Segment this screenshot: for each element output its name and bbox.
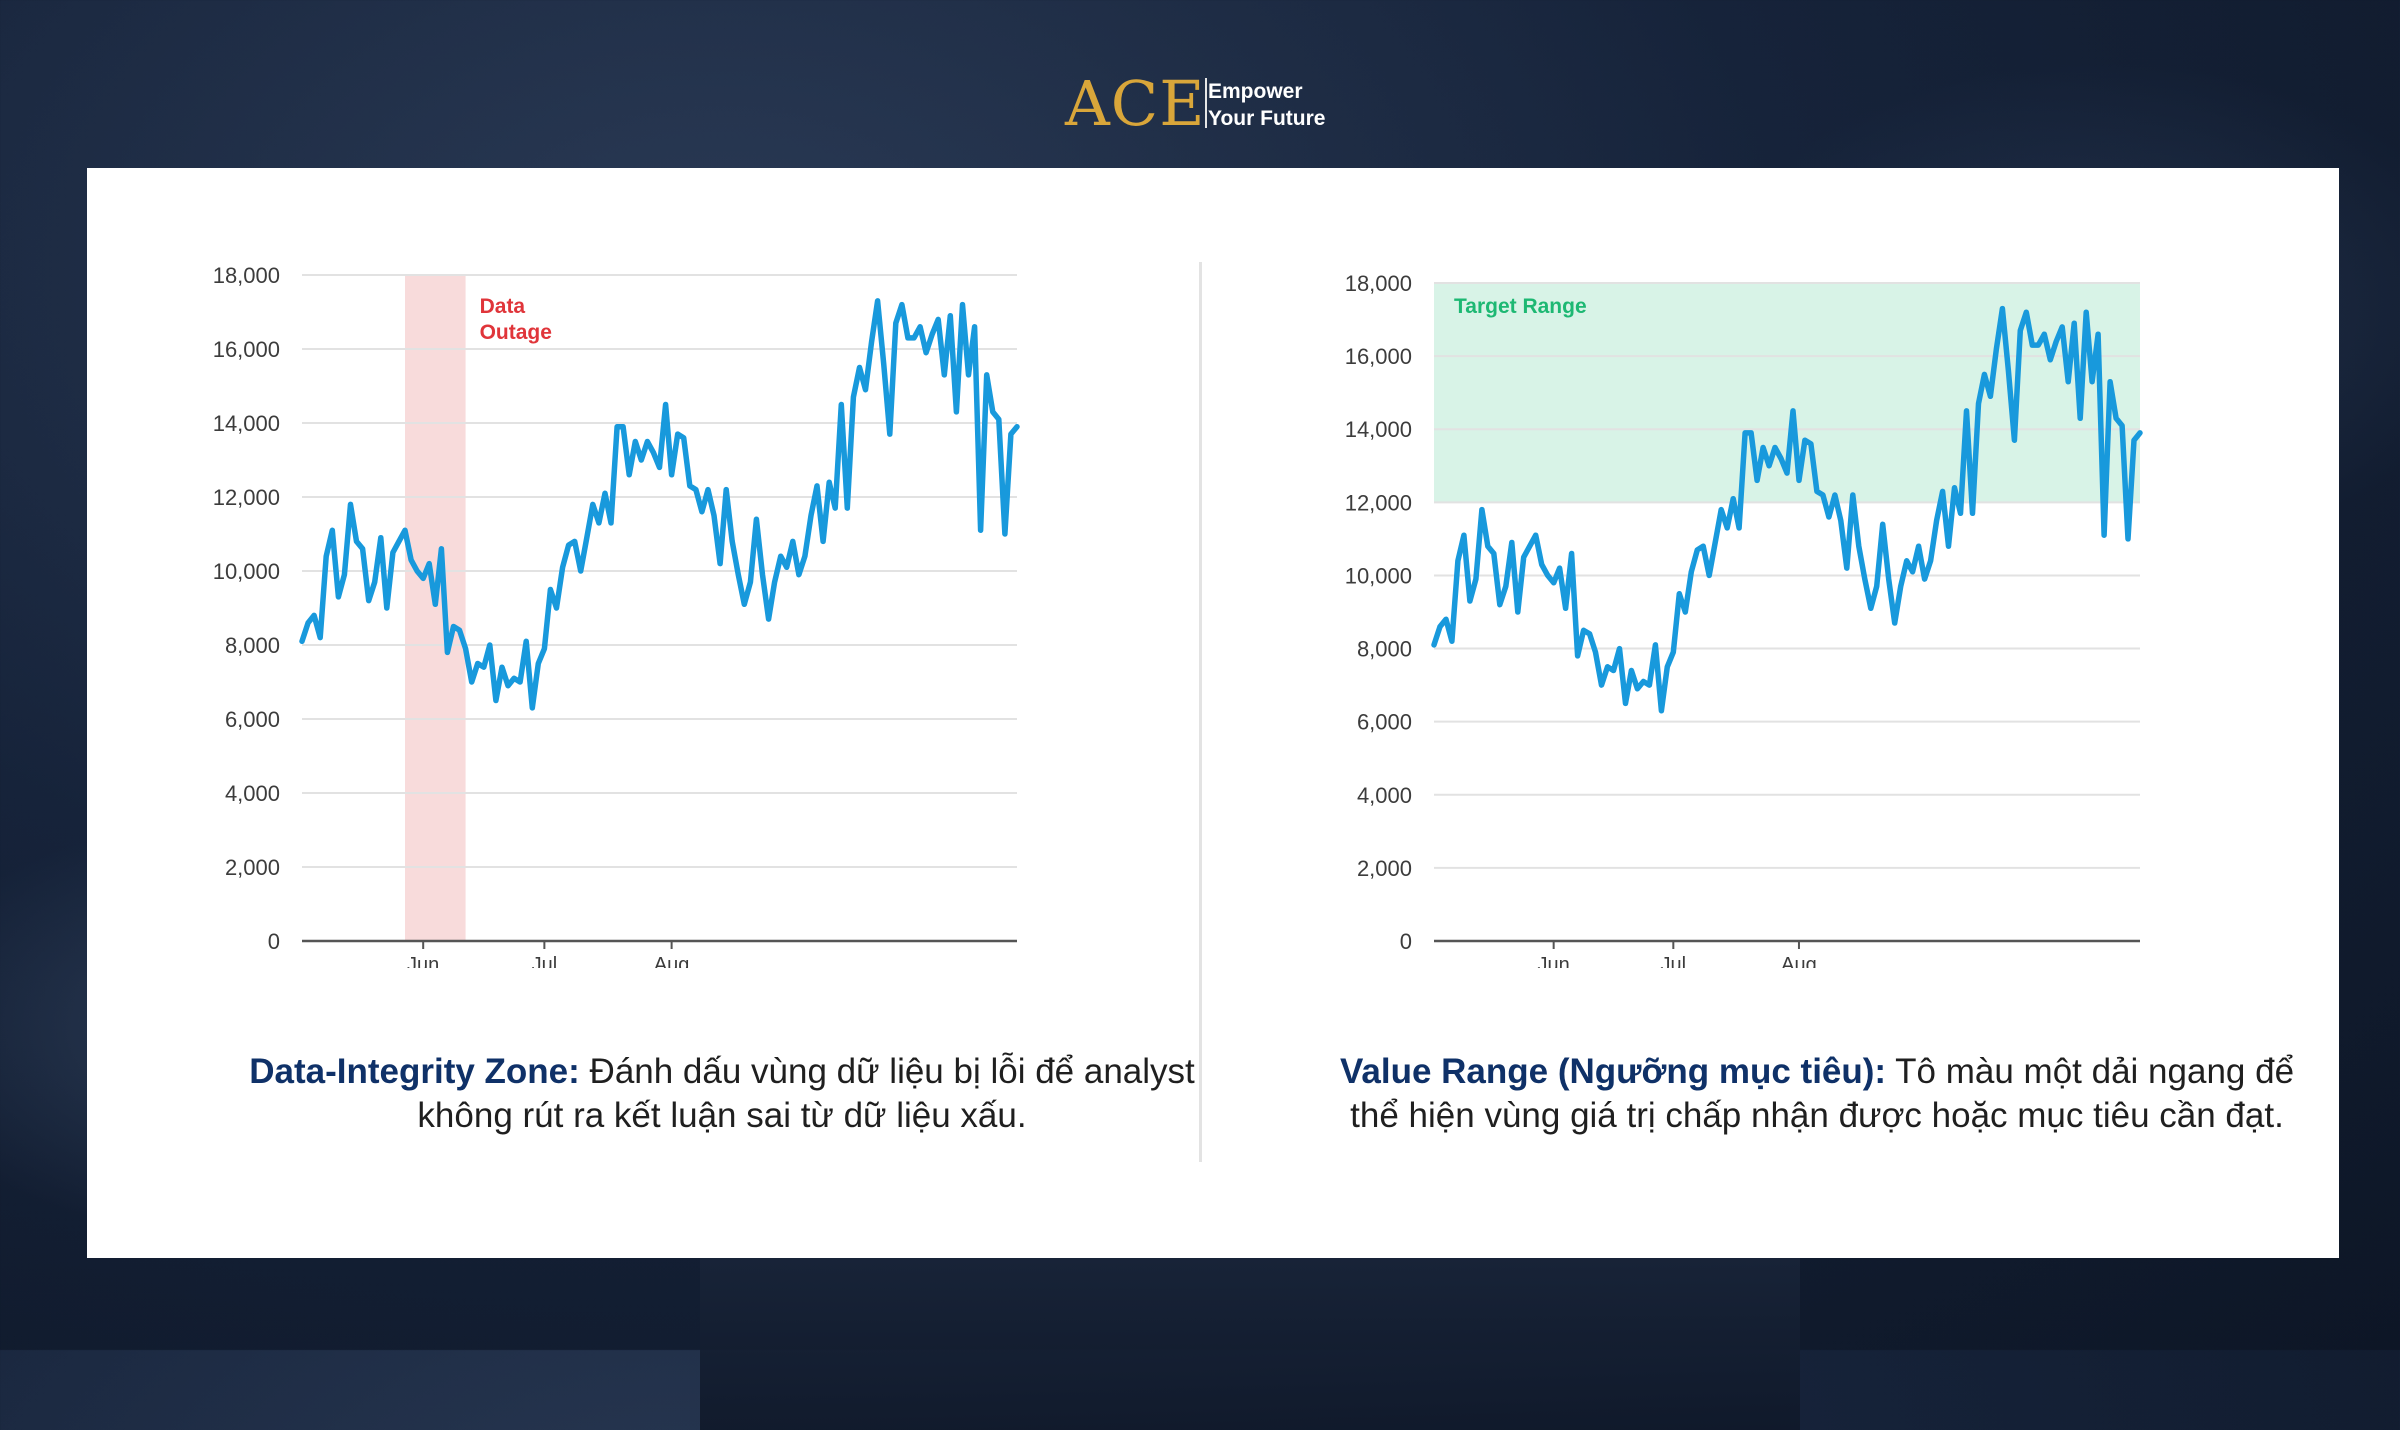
y-tick-label: 12,000 [1345, 490, 1412, 515]
annotation-label: Target Range [1454, 295, 1587, 318]
y-tick-label: 0 [1400, 929, 1412, 954]
background-blur [700, 1230, 1800, 1430]
y-tick-label: 12,000 [213, 485, 280, 510]
y-tick-label: 16,000 [1345, 344, 1412, 369]
y-tick-label: 10,000 [213, 559, 280, 584]
y-tick-label: 0 [268, 929, 280, 954]
x-tick-label: Jul [1661, 954, 1687, 968]
brand-header: ACE Empower Your Future [0, 72, 2400, 132]
annotation-label: Data [480, 295, 526, 318]
ace-logo: ACE [1065, 72, 1205, 136]
caption-left: Data-Integrity Zone: Đánh dấu vùng dữ li… [232, 1050, 1212, 1138]
chart-left-svg: 0 2,000 4,000 6,000 8,000 10,000 12,000 14,000 1… [187, 248, 1117, 968]
y-tick-label: 8,000 [225, 633, 280, 658]
y-tick-label: 18,000 [213, 263, 280, 288]
caption-right: Value Range (Ngưỡng mục tiêu): Tô màu mộ… [1327, 1050, 2307, 1138]
outage-band [405, 275, 466, 941]
y-tick-label: 8,000 [1357, 637, 1412, 662]
y-tick-label: 14,000 [1345, 417, 1412, 442]
data-outage-chart: 0 2,000 4,000 6,000 8,000 10,000 12,000 14,000 1… [187, 248, 1117, 968]
y-tick-label: 4,000 [225, 781, 280, 806]
y-tick-label: 2,000 [1357, 856, 1412, 881]
logo-divider [1205, 78, 1207, 128]
y-tick-label: 18,000 [1345, 271, 1412, 296]
tagline-line-1: Empower [1208, 78, 1325, 105]
logo-tagline: Empower Your Future [1208, 78, 1325, 132]
y-tick-label: 16,000 [213, 337, 280, 362]
y-tick-label: 14,000 [213, 411, 280, 436]
y-tick-label: 2,000 [225, 855, 280, 880]
x-tick-label: Jun [407, 954, 439, 968]
x-tick-label: Jun [1538, 954, 1570, 968]
panel-divider [1199, 262, 1202, 1162]
x-tick-label: Jul [532, 954, 558, 968]
x-tick-label: Aug [1781, 954, 1817, 968]
content-card: 0 2,000 4,000 6,000 8,000 10,000 12,000 14,000 1… [87, 168, 2339, 1258]
y-tick-label: 10,000 [1345, 563, 1412, 588]
x-tick-label: Aug [654, 954, 690, 968]
tagline-line-2: Your Future [1208, 105, 1325, 132]
y-tick-label: 6,000 [225, 707, 280, 732]
y-tick-label: 6,000 [1357, 710, 1412, 735]
caption-right-highlight: Value Range (Ngưỡng mục tiêu): [1340, 1052, 1886, 1091]
chart-right-svg: 0 2,000 4,000 6,000 8,000 10,000 12,000 14,000 1… [1322, 248, 2252, 968]
annotation-label: Outage [480, 321, 552, 344]
caption-left-highlight: Data-Integrity Zone: [249, 1052, 580, 1091]
y-tick-label: 4,000 [1357, 783, 1412, 808]
target-range-chart: 0 2,000 4,000 6,000 8,000 10,000 12,000 14,000 1… [1322, 248, 2252, 968]
